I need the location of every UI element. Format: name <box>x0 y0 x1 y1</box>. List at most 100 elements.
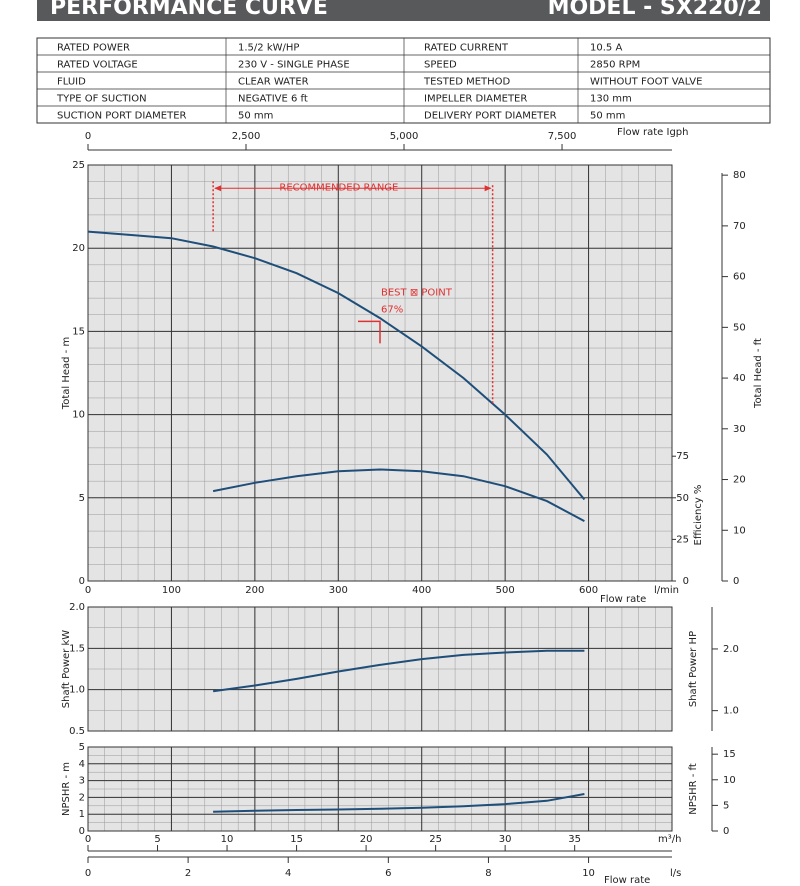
x3-tick-label: 6 <box>385 868 391 879</box>
y2-tick-label: 0 <box>723 826 729 837</box>
y-tick-label: 0.5 <box>69 726 85 737</box>
x2-tick-label: 20 <box>360 834 373 845</box>
spec-cell: SUCTION PORT DIAMETER <box>57 111 187 122</box>
y-tick-label: 2.0 <box>69 602 85 613</box>
plot-area <box>88 165 672 581</box>
y-axis-title: Total Head - m <box>61 337 72 410</box>
curve <box>213 793 585 813</box>
x2-tick-label: 7,500 <box>548 131 577 142</box>
curve <box>212 649 585 693</box>
spec-table <box>36 37 771 124</box>
y2-axis-title: Total Head - ft <box>753 338 764 409</box>
y2-tick-label: 10 <box>723 775 736 786</box>
x3-axis-title: Flow rate <box>604 875 650 886</box>
x2-tick-label: 2,500 <box>232 131 261 142</box>
spec-cell: IMPELLER DIAMETER <box>424 94 527 105</box>
y-tick-label: 3 <box>79 776 85 787</box>
header-bar <box>37 0 770 21</box>
y2-tick-label: 2.0 <box>723 644 739 655</box>
y-tick-label: 4 <box>79 759 85 770</box>
x-unit: l/min <box>654 585 679 596</box>
y-tick-label: 15 <box>72 326 85 337</box>
range-label: RECOMMENDED RANGE <box>279 182 398 193</box>
y-tick-label: 5 <box>79 493 85 504</box>
y-tick-label: 1.0 <box>69 685 85 696</box>
y2-tick-label: 20 <box>733 475 746 486</box>
y2-tick-label: 70 <box>733 221 746 232</box>
y-tick-label: 0 <box>79 576 85 587</box>
spec-cell: TYPE OF SUCTION <box>56 94 147 105</box>
plot-frame <box>87 746 673 832</box>
y-tick-label: 0 <box>79 826 85 837</box>
spec-cell: RATED CURRENT <box>424 43 509 54</box>
x3-tick-label: 0 <box>85 868 91 879</box>
x-tick-label: 0 <box>85 585 91 596</box>
x2-tick-label: 15 <box>290 834 303 845</box>
best-point-value: 67% <box>381 304 403 315</box>
x2-tick-label: 30 <box>499 834 512 845</box>
x-tick-label: 400 <box>412 585 431 596</box>
spec-cell: 50 mm <box>238 111 273 122</box>
curve <box>87 230 586 501</box>
spec-cell: CLEAR WATER <box>238 77 309 88</box>
y-tick-label: 5 <box>79 742 85 753</box>
y-tick-label: 10 <box>72 410 85 421</box>
x2-tick-label: 25 <box>429 834 442 845</box>
x3-tick-label: 8 <box>485 868 491 879</box>
spec-cell: RATED VOLTAGE <box>57 60 138 71</box>
header-model: MODEL - SX220/2 <box>548 0 762 20</box>
curve <box>212 468 585 522</box>
y-tick-label: 2 <box>79 792 85 803</box>
x3-tick-label: 10 <box>582 868 595 879</box>
y2-tick-label: 50 <box>733 322 746 333</box>
x3-unit: l/s <box>670 868 681 879</box>
x-tick-label: 600 <box>579 585 598 596</box>
x-tick-label: 100 <box>162 585 181 596</box>
y3-axis-title: Efficiency % <box>693 485 704 546</box>
y-axis-title: NPSHR - m <box>61 762 72 816</box>
y3-tick-label: 0 <box>683 576 689 587</box>
x-axis-title: Flow rate <box>600 594 646 605</box>
spec-cell: 10.5 A <box>590 43 622 54</box>
spec-cell: WITHOUT FOOT VALVE <box>590 77 702 88</box>
x-tick-label: 300 <box>329 585 348 596</box>
spec-cell: 2850 RPM <box>590 60 640 71</box>
y2-tick-label: 30 <box>733 424 746 435</box>
spec-cell: SPEED <box>424 60 457 71</box>
spec-cell: 230 V - SINGLE PHASE <box>238 60 350 71</box>
y2-tick-label: 40 <box>733 373 746 384</box>
x2-tick-label: 0 <box>85 834 91 845</box>
y3-tick-label: 75 <box>676 451 689 462</box>
y2-axis-title: Shaft Power HP <box>688 631 699 707</box>
y-tick-label: 25 <box>72 160 85 171</box>
x2-tick-label: 0 <box>85 131 91 142</box>
spec-cell: FLUID <box>57 77 86 88</box>
spec-cell: DELIVERY PORT DIAMETER <box>424 111 557 122</box>
y2-tick-label: 0 <box>733 576 739 587</box>
y2-tick-label: 80 <box>733 170 746 181</box>
x2-tick-label: 5 <box>154 834 160 845</box>
x3-tick-label: 2 <box>185 868 191 879</box>
y2-tick-label: 10 <box>733 525 746 536</box>
y3-tick-label: 50 <box>676 493 689 504</box>
x3-tick-label: 4 <box>285 868 291 879</box>
y2-tick-label: 1.0 <box>723 706 739 717</box>
plot-frame <box>87 164 673 582</box>
y2-axis-title: NPSHR - ft <box>688 763 699 815</box>
x2-axis-title: Flow rate Igph <box>617 127 688 138</box>
x2-tick-label: 10 <box>221 834 234 845</box>
y-tick-label: 20 <box>72 243 85 254</box>
spec-cell: NEGATIVE 6 ft <box>238 94 308 105</box>
spec-cell: 130 mm <box>590 94 632 105</box>
spec-cell: 1.5/2 kW/HP <box>238 43 299 54</box>
best-point-label: BEST ⊠ POINT <box>381 287 453 298</box>
x2-tick-label: 35 <box>568 834 581 845</box>
plot-frame <box>87 606 673 732</box>
x-tick-label: 200 <box>245 585 264 596</box>
y-axis-title: Shaft Power kW <box>61 630 72 708</box>
spec-cell: RATED POWER <box>57 43 130 54</box>
y2-tick-label: 60 <box>733 272 746 283</box>
y3-tick-label: 25 <box>676 534 689 545</box>
y-tick-label: 1.5 <box>69 643 85 654</box>
